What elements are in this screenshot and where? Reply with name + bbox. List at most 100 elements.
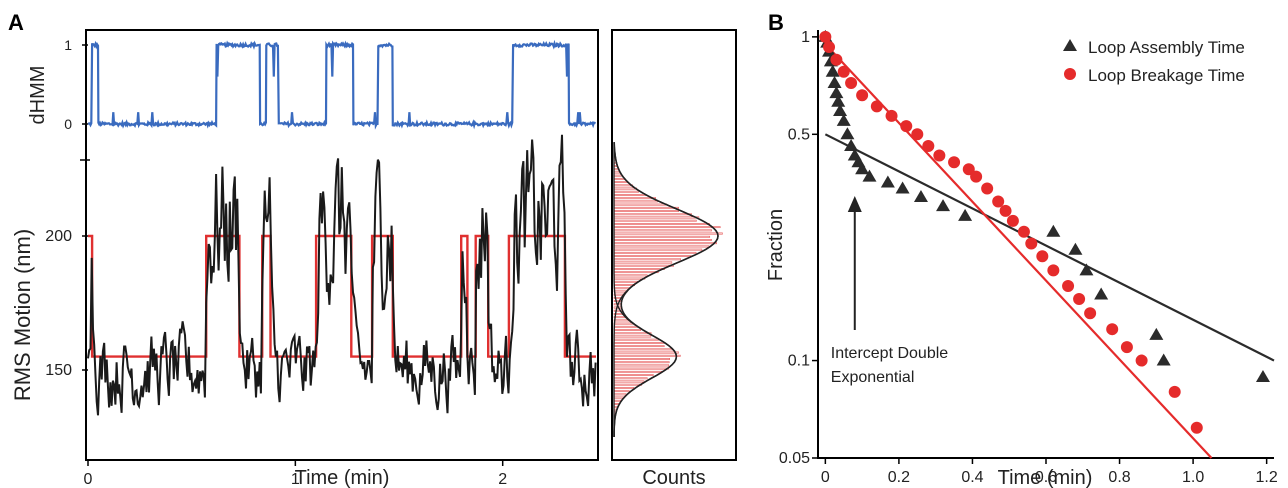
breakage-point bbox=[981, 182, 994, 195]
breakage-point bbox=[1073, 292, 1086, 305]
breakage-point bbox=[1025, 237, 1038, 250]
breakage-point bbox=[1135, 354, 1148, 367]
dhmm-plot: dHMM 0 1 bbox=[27, 37, 596, 132]
histogram-bar bbox=[613, 251, 697, 254]
decay-xtick-label: 0.8 bbox=[1108, 469, 1130, 486]
histogram-bar bbox=[613, 338, 659, 341]
assembly-point bbox=[862, 169, 877, 182]
histogram-bar bbox=[613, 280, 638, 283]
breakage-point bbox=[962, 163, 975, 176]
decay-ytick-label: 0.05 bbox=[779, 450, 810, 467]
breakage-point bbox=[1062, 279, 1075, 292]
histogram-bar bbox=[613, 348, 674, 351]
breakage-point bbox=[1120, 341, 1133, 354]
breakage-point bbox=[1036, 250, 1049, 263]
rms-xtick-label: 1 bbox=[291, 471, 300, 488]
histogram-bar bbox=[613, 358, 670, 360]
histogram-bar bbox=[613, 226, 721, 229]
histogram-bar bbox=[613, 345, 665, 348]
histogram-bar bbox=[613, 274, 648, 277]
assembly-point bbox=[833, 104, 848, 117]
decay-xtick-label: 1.0 bbox=[1182, 469, 1204, 486]
breakage-point bbox=[911, 128, 924, 141]
breakage-point bbox=[1006, 214, 1019, 227]
decay-axes bbox=[817, 30, 1274, 459]
assembly-point bbox=[831, 94, 846, 107]
assembly-point bbox=[1046, 224, 1061, 237]
histogram-bar bbox=[613, 181, 629, 183]
histogram-bar bbox=[613, 370, 663, 373]
histogram-bar bbox=[613, 194, 646, 196]
legend-assembly-marker bbox=[1063, 39, 1077, 51]
breakage-point bbox=[1017, 225, 1030, 238]
histogram-bar bbox=[613, 380, 645, 383]
histogram-bar bbox=[613, 277, 646, 280]
histogram-bar bbox=[613, 342, 665, 344]
assembly-point bbox=[1079, 263, 1094, 276]
histogram-bar bbox=[613, 319, 630, 322]
assembly-point bbox=[827, 76, 842, 89]
histogram-bar bbox=[613, 264, 674, 267]
assembly-point bbox=[855, 162, 870, 175]
breakage-point bbox=[1084, 307, 1097, 320]
histogram-bar bbox=[613, 335, 652, 338]
histogram-bar bbox=[613, 197, 656, 200]
rms-xtick-label: 2 bbox=[498, 471, 507, 488]
gaussian-sum bbox=[613, 142, 719, 437]
rms-ylabel: RMS Motion (nm) bbox=[10, 229, 35, 401]
annotation-arrow-head bbox=[847, 196, 862, 212]
assembly-point bbox=[825, 64, 840, 77]
assembly-point bbox=[844, 139, 859, 152]
decay-xlabel: Time (min) bbox=[998, 467, 1093, 488]
dhmm-trace bbox=[87, 39, 596, 130]
panel-a-frame bbox=[85, 29, 599, 461]
breakage-point bbox=[830, 53, 843, 66]
histogram-bar bbox=[613, 387, 635, 389]
decay-plot: Fraction Time (min) 0 0.2 0.4 0.6 0.8 1.0 1.2 0… bbox=[765, 29, 1278, 488]
rms-ytick-label: 200 bbox=[45, 228, 72, 245]
legend-breakage-label: Loop Breakage Time bbox=[1088, 66, 1245, 85]
panel-a-label: A bbox=[8, 10, 24, 35]
assembly-point bbox=[1068, 242, 1083, 255]
assembly-point bbox=[1149, 327, 1164, 340]
annotation-line-1: Intercept Double bbox=[831, 345, 949, 362]
assembly-point bbox=[840, 127, 855, 140]
histogram-bar bbox=[613, 383, 642, 386]
histogram-bar bbox=[613, 393, 627, 396]
dhmm-ytick-label: 1 bbox=[64, 37, 72, 53]
histogram-bar bbox=[613, 268, 665, 270]
histogram-bar bbox=[613, 390, 630, 393]
panel-b-label: B bbox=[768, 10, 784, 35]
histogram-bar bbox=[613, 351, 679, 354]
assembly-fit-line bbox=[824, 133, 1275, 362]
histogram-bar bbox=[613, 174, 622, 177]
breakage-point bbox=[856, 89, 869, 102]
assembly-point bbox=[913, 190, 928, 203]
rms-trace bbox=[87, 134, 597, 416]
assembly-point bbox=[1156, 353, 1171, 366]
assembly-point bbox=[936, 199, 951, 212]
histogram-plot: Counts bbox=[611, 29, 737, 488]
histogram-bar bbox=[613, 219, 697, 222]
legend-breakage-marker bbox=[1064, 68, 1076, 80]
histogram-bar bbox=[613, 322, 634, 325]
decay-xtick-label: 0 bbox=[821, 469, 830, 486]
histogram-bar bbox=[613, 200, 658, 203]
histogram-bar bbox=[613, 287, 630, 290]
assembly-point bbox=[880, 175, 895, 188]
histogram-bar bbox=[613, 361, 670, 364]
breakage-point bbox=[922, 140, 935, 153]
histogram-bar bbox=[613, 258, 681, 261]
histogram-bar bbox=[613, 367, 669, 370]
histogram-bar bbox=[613, 177, 625, 180]
breakage-point bbox=[948, 156, 961, 169]
annotation-line-2: Exponential bbox=[831, 369, 915, 386]
breakage-point bbox=[1168, 385, 1181, 398]
breakage-point bbox=[900, 120, 913, 133]
breakage-point bbox=[1190, 421, 1203, 434]
rms-xtick-label: 0 bbox=[84, 471, 93, 488]
hist-xlabel: Counts bbox=[642, 467, 705, 488]
decay-ytick-label: 0.1 bbox=[788, 353, 810, 370]
histogram-bar bbox=[613, 187, 637, 190]
